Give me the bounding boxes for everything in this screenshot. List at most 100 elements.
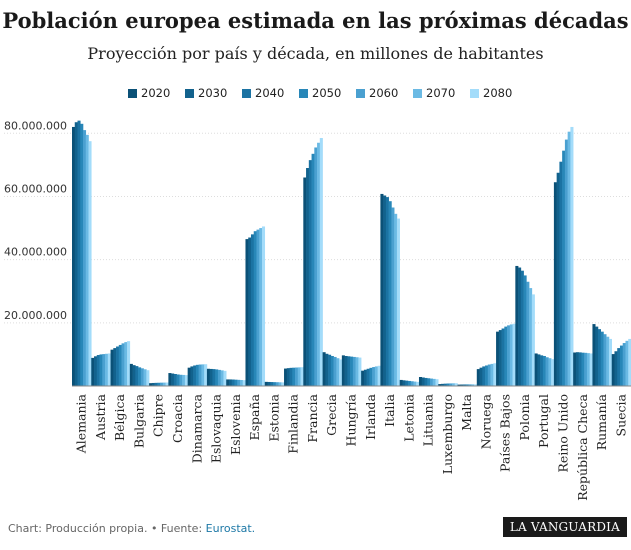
bar-francia-2030 — [306, 168, 310, 386]
bar-lituania-2080 — [435, 379, 439, 386]
bar-reino-unido-2080 — [570, 126, 574, 386]
x-tick-label: Reino Unido — [556, 394, 571, 472]
x-tick-label: Eslovenia — [228, 393, 243, 455]
x-tick-label: Letonia — [401, 393, 416, 441]
bar-países-bajos-2020 — [496, 331, 500, 386]
bar-chart: 20.000.000 40.000.000 60.000.000 80.000.000… — [4, 86, 631, 501]
bar-suecia-2030 — [614, 351, 618, 386]
bar-irlanda-2080 — [377, 365, 381, 386]
bar-austria-2060 — [102, 354, 106, 386]
bar-hungría-2070 — [355, 357, 359, 386]
bar-españa-2050 — [253, 231, 257, 386]
bar-alemania-2060 — [83, 130, 87, 386]
bar-suecia-2040 — [617, 348, 621, 386]
bar-noruega-2030 — [479, 367, 483, 386]
x-tick-label: República Checa — [575, 393, 590, 500]
x-tick-label: Irlanda — [363, 393, 378, 439]
x-tick-label: España — [247, 393, 262, 440]
bar-bélgica-2050 — [118, 344, 122, 386]
x-tick-label: Noruega — [478, 393, 493, 449]
bar-noruega-2020 — [476, 369, 480, 386]
bar-eslovaquia-2020 — [206, 368, 210, 386]
bar-luxemburgo-2050 — [446, 383, 450, 386]
bar-letonia-2060 — [410, 381, 414, 386]
bar-bulgaria-2040 — [135, 366, 139, 386]
bar-reino-unido-2040 — [559, 161, 563, 386]
bar-noruega-2040 — [482, 366, 486, 386]
x-tick-label: Francia — [305, 393, 320, 442]
bar-bulgaria-2070 — [143, 369, 147, 386]
bar-francia-2060 — [314, 147, 318, 386]
bar-portugal-2080 — [551, 359, 555, 386]
bar-república-checa-2020 — [573, 352, 577, 386]
bar-bulgaria-2080 — [146, 370, 150, 386]
x-tick-label: Estonia — [266, 393, 281, 441]
x-tick-label: Suecia — [613, 393, 628, 436]
bar-italia-2060 — [391, 207, 395, 386]
bar-eslovaquia-2050 — [215, 369, 219, 386]
legend-swatch-2080 — [470, 89, 479, 98]
x-tick-label: Finlandia — [286, 393, 301, 453]
bar-dinamarca-2070 — [201, 364, 205, 386]
x-tick-label: Luxemburgo — [440, 394, 455, 474]
x-tick-label: Bélgica — [112, 393, 127, 441]
bar-eslovenia-2060 — [237, 379, 241, 386]
bar-república-checa-2080 — [589, 353, 593, 386]
bar-suecia-2060 — [622, 343, 626, 386]
bar-austria-2020 — [91, 357, 95, 386]
bar-finlandia-2080 — [300, 367, 304, 386]
bar-países-bajos-2050 — [504, 326, 508, 386]
chart-subtitle: Proyección por país y década, en millone… — [87, 44, 544, 63]
bar-españa-2060 — [256, 229, 260, 387]
bar-chipre-2020 — [149, 383, 153, 386]
bar-lituania-2070 — [432, 378, 436, 386]
bar-chipre-2050 — [157, 382, 161, 386]
bar-letonia-2070 — [413, 381, 417, 386]
bar-alemania-2020 — [72, 126, 76, 386]
bar-luxemburgo-2080 — [454, 383, 458, 386]
bar-grecia-2020 — [322, 352, 326, 386]
x-tick-label: Dinamarca — [189, 393, 204, 463]
x-tick-label: Bulgaria — [131, 393, 146, 448]
bar-italia-2030 — [383, 195, 387, 386]
bar-irlanda-2030 — [363, 369, 367, 386]
bar-dinamarca-2080 — [204, 364, 208, 386]
bar-croacia-2020 — [168, 373, 172, 386]
bar-austria-2040 — [96, 355, 100, 386]
bar-rumanía-2050 — [600, 331, 604, 386]
legend-label-2060: 2060 — [369, 86, 398, 100]
bar-croacia-2070 — [182, 374, 186, 386]
legend-swatch-2060 — [356, 89, 365, 98]
bar-hungría-2040 — [347, 356, 351, 386]
bar-croacia-2050 — [176, 374, 180, 386]
bar-francia-2020 — [303, 177, 307, 386]
y-tick-label: 80.000.000 — [4, 119, 67, 132]
bar-dinamarca-2020 — [187, 367, 191, 386]
legend-swatch-2030 — [185, 89, 194, 98]
bar-estonia-2080 — [281, 382, 285, 386]
bar-irlanda-2070 — [374, 366, 378, 386]
bar-república-checa-2050 — [581, 352, 585, 386]
bar-grecia-2070 — [336, 358, 340, 386]
bar-portugal-2070 — [548, 358, 552, 386]
bar-francia-2050 — [311, 153, 315, 386]
bar-hungría-2020 — [341, 355, 345, 386]
bar-estonia-2030 — [267, 381, 271, 386]
bar-irlanda-2020 — [361, 370, 365, 386]
bar-eslovenia-2030 — [228, 379, 233, 386]
bar-bélgica-2040 — [116, 346, 120, 386]
bar-reino-unido-2070 — [567, 131, 571, 386]
bar-eslovenia-2080 — [242, 380, 246, 386]
bar-rumanía-2030 — [595, 326, 599, 386]
bar-francia-2040 — [308, 160, 312, 387]
bar-portugal-2020 — [534, 353, 538, 386]
source-link[interactable]: Eurostat. — [205, 522, 256, 535]
bar-reino-unido-2050 — [562, 150, 566, 386]
bar-república-checa-2030 — [575, 352, 579, 386]
bar-estonia-2060 — [275, 382, 279, 386]
chart-title: Población europea estimada en las próxim… — [2, 8, 629, 33]
bar-reino-unido-2030 — [556, 172, 560, 386]
bar-eslovaquia-2070 — [220, 370, 224, 386]
bar-italia-2070 — [394, 213, 398, 386]
bar-república-checa-2040 — [578, 352, 582, 386]
